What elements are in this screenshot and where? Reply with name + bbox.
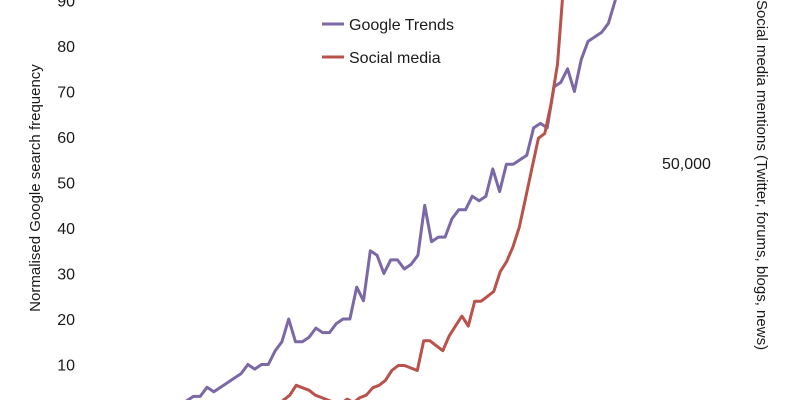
- left-tick-label: 90: [57, 0, 75, 11]
- series-layer: [185, 0, 617, 400]
- left-tick-label: 70: [57, 85, 75, 102]
- right-axis-ticks: 50,000100,000150,000200,000250,000: [662, 156, 711, 173]
- left-tick-label: 80: [57, 39, 75, 56]
- left-tick-label: 20: [57, 312, 75, 329]
- left-axis-ticks: 10 20 30 40 50 60 70 80 90: [57, 0, 75, 375]
- left-tick-label: 40: [57, 221, 75, 238]
- legend-label-google-trends: Google Trends: [349, 17, 454, 34]
- left-axis-label: Normalised Google search frequency: [27, 64, 44, 312]
- legend: Google Trends Social media: [322, 17, 454, 67]
- series-line-social-media: [281, 0, 564, 400]
- left-tick-label: 30: [57, 267, 75, 284]
- left-tick-label: 50: [57, 176, 75, 193]
- series-line-google-trends: [185, 0, 617, 400]
- right-axis-label: Social media mentions (Twitter, forums, …: [753, 0, 770, 350]
- right-tick-label: 50,000: [662, 156, 711, 173]
- legend-label-social-media: Social media: [349, 50, 441, 67]
- left-tick-label: 60: [57, 130, 75, 147]
- left-tick-label: 10: [57, 358, 75, 375]
